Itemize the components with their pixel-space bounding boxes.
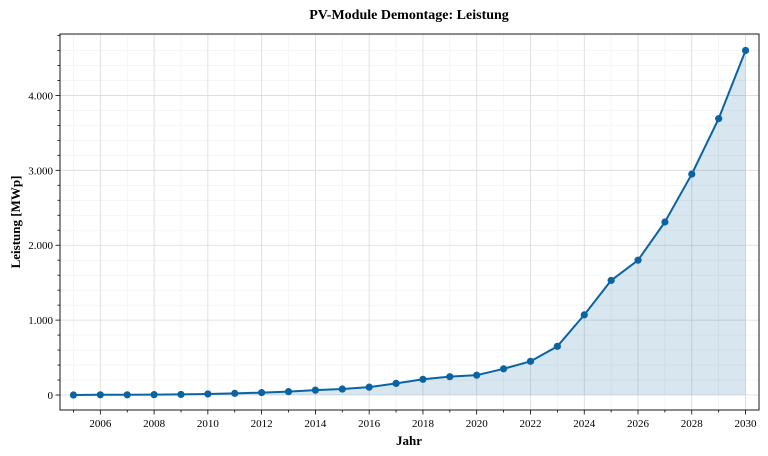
data-point <box>338 385 346 393</box>
x-tick-label: 2026 <box>627 418 650 430</box>
data-point <box>258 389 266 397</box>
data-point <box>580 311 588 319</box>
x-tick-label: 2008 <box>143 418 166 430</box>
data-point <box>526 357 535 365</box>
plot-area <box>69 46 750 399</box>
x-axis-label: Jahr <box>396 433 422 448</box>
x-tick-label: 2018 <box>412 418 435 430</box>
data-point <box>499 365 508 373</box>
y-tick-label: 2.000 <box>28 240 53 252</box>
data-point <box>177 390 185 399</box>
y-tick-label: 0 <box>48 390 54 402</box>
data-point <box>231 389 239 397</box>
x-tick-label: 2006 <box>89 418 112 430</box>
data-point <box>123 391 131 399</box>
data-point <box>473 371 481 379</box>
plot-frame <box>59 33 760 411</box>
x-tick-label: 2022 <box>519 418 541 430</box>
data-point <box>204 390 212 398</box>
y-tick-label: 1.000 <box>28 315 53 327</box>
x-axis: 2006 2008 2010 2012 2014 2016 2018 2020 2022 2024… <box>73 410 757 430</box>
data-point <box>661 218 669 226</box>
x-tick-label: 2014 <box>304 418 327 430</box>
grid <box>60 34 759 410</box>
x-tick-label: 2012 <box>251 418 273 430</box>
data-point <box>96 391 104 399</box>
data-point <box>284 388 293 396</box>
x-tick-label: 2020 <box>466 418 489 430</box>
data-point <box>607 276 615 285</box>
x-tick-label: 2028 <box>681 418 704 430</box>
data-point <box>150 391 158 399</box>
data-point <box>419 375 427 383</box>
data-point <box>69 391 78 399</box>
x-tick-label: 2010 <box>197 418 220 430</box>
data-point <box>741 46 750 55</box>
data-point <box>688 170 696 178</box>
data-point <box>392 379 400 388</box>
y-axis-label: Leistung [MWp] <box>8 176 23 269</box>
y-axis: 0 1.000 2.000 3.000 4.000 <box>28 35 60 402</box>
data-point <box>311 386 320 394</box>
y-tick-label: 4.000 <box>28 90 53 102</box>
x-tick-label: 2016 <box>358 418 381 430</box>
series-area <box>73 50 746 396</box>
data-point <box>553 342 561 350</box>
y-tick-label: 3.000 <box>28 165 53 177</box>
data-point <box>634 256 642 264</box>
data-point <box>365 383 373 391</box>
data-point <box>446 373 454 381</box>
x-tick-label: 2024 <box>573 418 596 430</box>
chart-title: PV-Module Demontage: Leistung <box>309 8 509 23</box>
series-line <box>73 50 747 397</box>
data-point <box>715 115 723 123</box>
x-tick-label: 2030 <box>735 418 758 430</box>
